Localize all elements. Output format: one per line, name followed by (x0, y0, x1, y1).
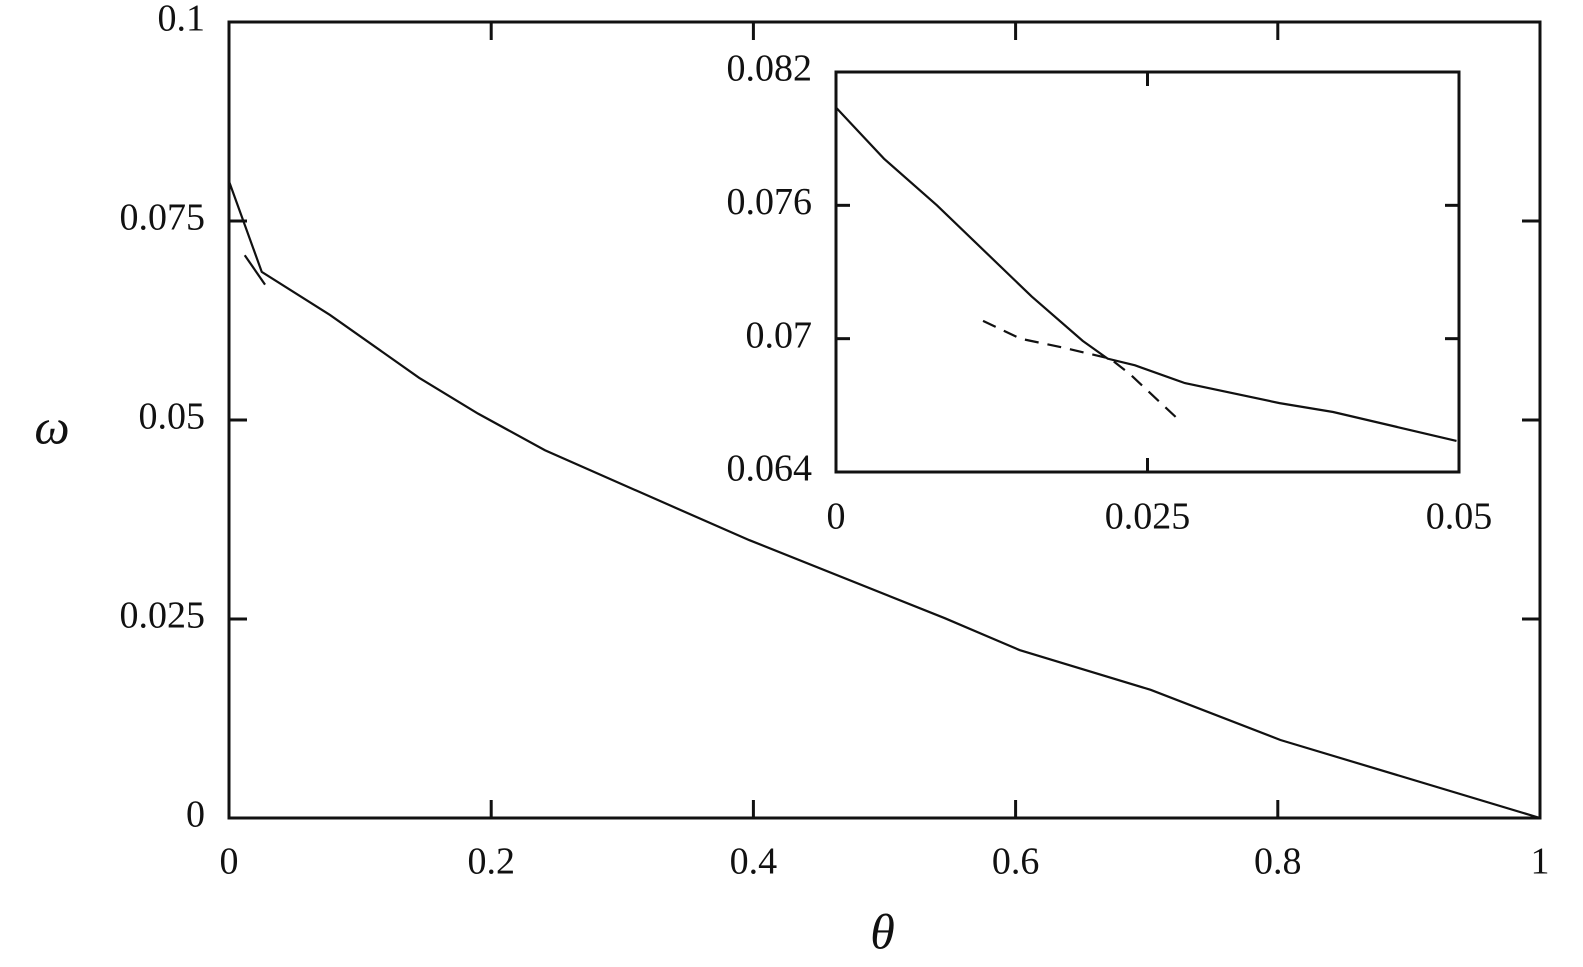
line-series (982, 319, 1181, 422)
y-tick-label: 0.025 (120, 595, 206, 637)
y-tick-label: 0.07 (746, 314, 813, 356)
x-tick-label: 0.6 (992, 841, 1040, 883)
x-tick-label: 0.05 (1426, 496, 1493, 538)
x-tick-label: 0.025 (1105, 496, 1191, 538)
line-series (243, 254, 266, 286)
line-series (227, 180, 1541, 820)
x-tick-label: 1 (1531, 841, 1550, 883)
x-axis-title: θ (870, 903, 895, 959)
plot-frame (834, 70, 1461, 474)
x-tick-label: 0.2 (467, 841, 515, 883)
x-tick-label: 0.8 (1254, 841, 1302, 883)
y-tick-label: 0.075 (120, 197, 206, 239)
y-tick-label: 0 (186, 794, 205, 836)
y-tick-label: 0.1 (158, 0, 206, 40)
y-tick-label: 0.082 (727, 48, 813, 90)
x-tick-label: 0 (827, 496, 846, 538)
line-series (835, 106, 1457, 442)
x-tick-label: 0 (220, 841, 239, 883)
y-tick-label: 0.064 (727, 448, 813, 490)
y-tick-label: 0.05 (139, 396, 206, 438)
y-axis-title: ω (34, 398, 69, 454)
x-tick-label: 0.4 (730, 841, 778, 883)
y-tick-label: 0.076 (727, 181, 813, 223)
